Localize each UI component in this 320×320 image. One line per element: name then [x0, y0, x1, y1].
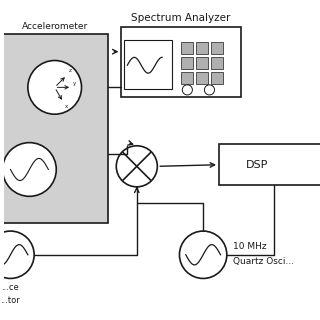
- Circle shape: [180, 231, 227, 278]
- Text: Quartz Osci...: Quartz Osci...: [233, 257, 294, 266]
- Bar: [181, 72, 193, 84]
- Bar: [121, 27, 241, 97]
- Circle shape: [28, 60, 82, 114]
- Text: DSP: DSP: [246, 160, 268, 170]
- Text: Spectrum Analyzer: Spectrum Analyzer: [131, 12, 231, 23]
- Circle shape: [182, 85, 192, 95]
- Text: Accelerometer: Accelerometer: [21, 21, 88, 30]
- Bar: [211, 42, 223, 54]
- Circle shape: [204, 85, 214, 95]
- Bar: [0, 34, 108, 223]
- Bar: [219, 144, 320, 185]
- Bar: [211, 57, 223, 69]
- Bar: [196, 72, 208, 84]
- Text: x: x: [65, 104, 68, 109]
- Text: 10 MHz: 10 MHz: [233, 242, 267, 251]
- Bar: [196, 42, 208, 54]
- Bar: [211, 72, 223, 84]
- Bar: [181, 42, 193, 54]
- Text: ...ce: ...ce: [2, 283, 19, 292]
- Bar: [196, 57, 208, 69]
- Circle shape: [3, 143, 56, 196]
- Circle shape: [0, 231, 34, 278]
- Text: z: z: [68, 68, 71, 74]
- Circle shape: [116, 146, 157, 187]
- Text: ...tor: ...tor: [1, 296, 20, 305]
- Bar: [181, 57, 193, 69]
- Bar: [124, 40, 172, 89]
- Text: y: y: [73, 81, 76, 86]
